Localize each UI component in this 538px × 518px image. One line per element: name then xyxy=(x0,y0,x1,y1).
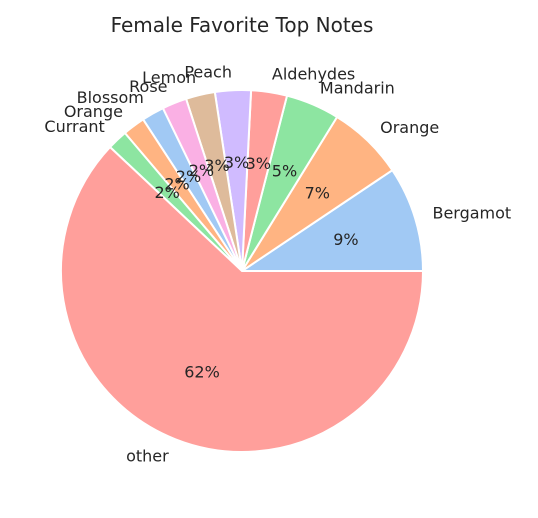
pie-slice-11 xyxy=(60,146,424,453)
pie-label-7: Rose xyxy=(129,77,167,96)
pie-percent-7: 2% xyxy=(189,161,214,180)
pie-percent-4: 3% xyxy=(246,154,271,173)
pie-label-5: Peach xyxy=(184,63,232,82)
pie-slices xyxy=(60,89,424,453)
pie-percent-8: 2% xyxy=(176,167,201,186)
pie-label-10: Currant xyxy=(44,117,104,136)
pie-percent-10: 2% xyxy=(154,183,179,202)
pie-percent-5: 3% xyxy=(224,153,249,172)
pie-percent-2: 7% xyxy=(305,183,330,202)
chart-title: Female Favorite Top Notes xyxy=(111,13,374,37)
pie-percent-1: 9% xyxy=(333,230,358,249)
pie-percent-9: 2% xyxy=(164,174,189,193)
pie-percent-11: 62% xyxy=(184,362,220,381)
pie-slice-1 xyxy=(241,169,424,272)
pie-percent-labels: 9%7%5%3%3%3%2%2%2%2%62% xyxy=(154,153,358,381)
pie-label-6: Lemon xyxy=(142,68,196,87)
pie-label-3: Mandarin xyxy=(320,78,395,97)
pie-label-1: Bergamot xyxy=(432,204,511,223)
pie-percent-6: 3% xyxy=(204,156,229,175)
pie-label-11: other xyxy=(126,447,169,466)
pie-percent-3: 5% xyxy=(272,162,297,181)
pie-label-9: Orange xyxy=(64,102,123,121)
pie-label-8: Blossom xyxy=(77,88,144,107)
pie-label-4: Aldehydes xyxy=(272,65,355,84)
pie-label-2: Orange xyxy=(380,118,439,137)
